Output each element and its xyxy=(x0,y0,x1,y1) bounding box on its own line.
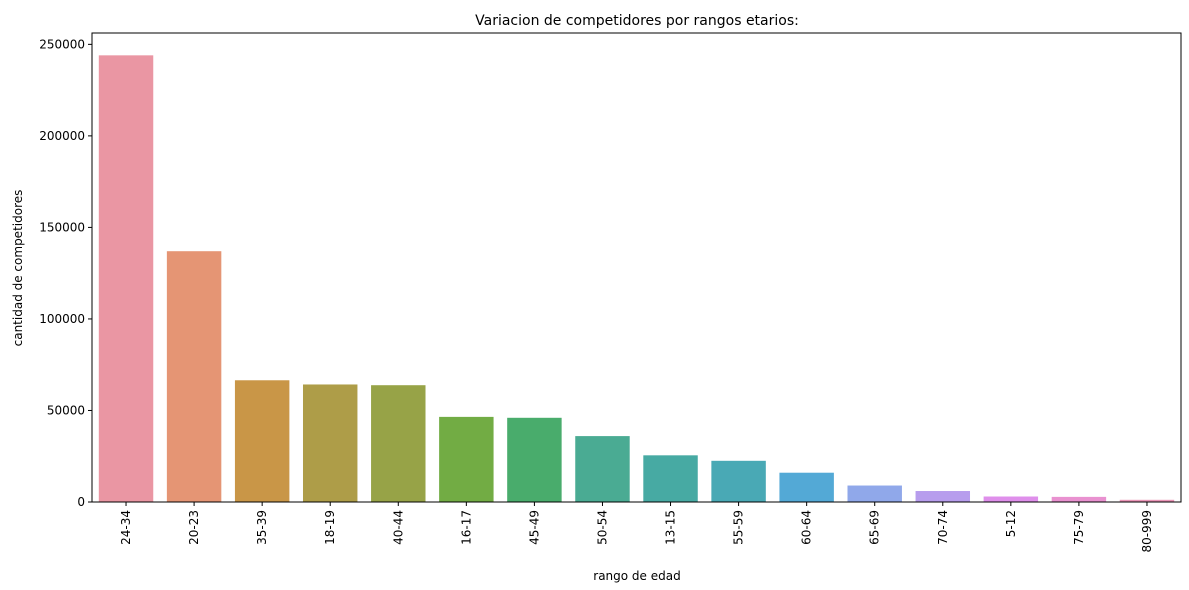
bar-60-64 xyxy=(779,472,834,502)
bar-18-19 xyxy=(302,384,358,502)
x-tick-label: 55-59 xyxy=(732,510,746,545)
x-tick-label: 45-49 xyxy=(527,510,541,545)
y-axis-label: cantidad de competidores xyxy=(11,190,25,347)
x-tick-label: 60-64 xyxy=(800,510,814,545)
bars xyxy=(98,55,1175,502)
bar-16-17 xyxy=(439,416,494,502)
x-tick-label: 70-74 xyxy=(936,510,950,545)
x-tick-label: 5-12 xyxy=(1004,510,1018,537)
x-tick-label: 16-17 xyxy=(459,510,473,545)
y-tick-label: 50000 xyxy=(47,403,85,417)
y-tick-label: 0 xyxy=(77,495,85,509)
bar-55-59 xyxy=(711,460,766,502)
bar-50-54 xyxy=(575,436,630,502)
x-tick-label: 65-69 xyxy=(868,510,882,545)
bar-75-79 xyxy=(1051,496,1107,502)
y-axis: 0 50000 100000 150000 200000 250000 xyxy=(39,37,92,509)
x-tick-label: 35-39 xyxy=(255,510,269,545)
x-tick-label: 20-23 xyxy=(187,510,201,545)
x-tick-label: 24-34 xyxy=(119,510,133,545)
bar-65-69 xyxy=(847,485,902,502)
x-tick-label: 18-19 xyxy=(323,510,337,545)
bar-35-39 xyxy=(234,380,290,502)
y-tick-label: 150000 xyxy=(39,220,85,234)
bar-80-999 xyxy=(1119,499,1175,502)
y-tick-label: 100000 xyxy=(39,312,85,326)
x-tick-label: 13-15 xyxy=(664,510,678,545)
x-axis-label: rango de edad xyxy=(593,569,680,583)
x-tick-label: 75-79 xyxy=(1072,510,1086,545)
bar-20-23 xyxy=(166,251,222,502)
x-axis: 24-34 20-23 35-39 18-19 40-44 16-17 45-49 50-54… xyxy=(119,502,1154,553)
x-tick-label: 50-54 xyxy=(595,510,609,545)
bar-5-12 xyxy=(983,496,1039,502)
bar-45-49 xyxy=(507,417,562,502)
chart-title: Variacion de competidores por rangos eta… xyxy=(475,13,799,29)
bar-70-74 xyxy=(915,491,971,502)
y-tick-label: 250000 xyxy=(39,37,85,51)
bar-40-44 xyxy=(371,385,426,502)
x-tick-label: 40-44 xyxy=(391,510,405,545)
x-tick-label: 80-999 xyxy=(1140,510,1154,553)
bar-24-34 xyxy=(98,55,154,502)
plot-frame xyxy=(91,32,1182,503)
y-tick-label: 200000 xyxy=(39,129,85,143)
bar-13-15 xyxy=(643,455,698,502)
